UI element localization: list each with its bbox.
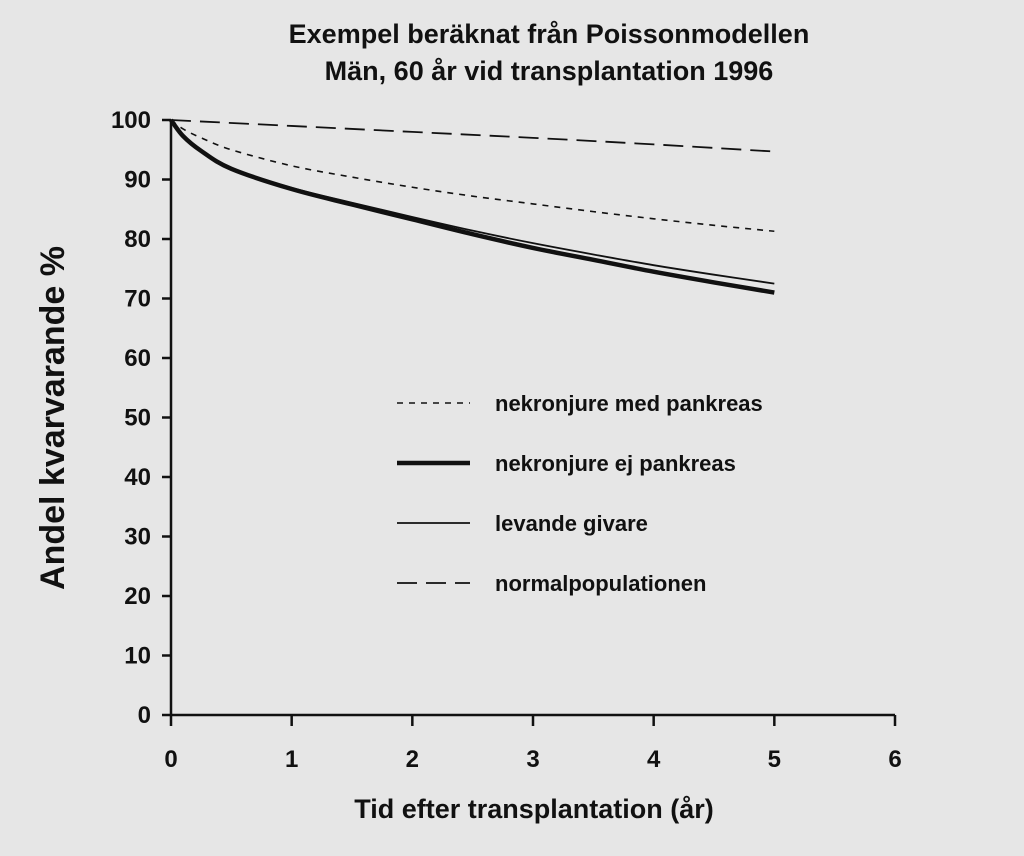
legend-label: nekronjure ej pankreas [495, 451, 736, 476]
x-tick-label: 6 [888, 746, 901, 773]
x-tick-label: 2 [406, 746, 419, 773]
y-tick-label: 40 [124, 464, 151, 491]
y-tick-label: 50 [124, 405, 151, 432]
y-tick-label: 90 [124, 167, 151, 194]
series-line-thin [170, 119, 775, 285]
legend-label: nekronjure med pankreas [495, 391, 763, 416]
y-tick-label: 80 [124, 226, 151, 253]
series-line-dashed [170, 119, 775, 153]
x-tick-label: 3 [526, 746, 539, 773]
y-tick-label: 0 [138, 702, 151, 729]
x-tick-label: 4 [647, 746, 661, 773]
x-tick-label: 5 [768, 746, 781, 773]
y-axis-title: Andel kvarvarande % [34, 246, 72, 590]
x-axis-title: Tid efter transplantation (år) [354, 794, 714, 824]
x-tick-label: 1 [285, 746, 298, 773]
chart-title: Exempel beräknat från Poissonmodellen [289, 19, 810, 49]
axes: 0 10 20 30 40 50 60 70 80 90 100 0 1 2 3 4 5 6 [111, 107, 902, 773]
legend-label: normalpopulationen [495, 571, 706, 596]
legend: nekronjure med pankreas nekronjure ej pan… [397, 391, 763, 596]
y-tick-label: 70 [124, 286, 151, 313]
chart-subtitle: Män, 60 år vid transplantation 1996 [325, 56, 774, 86]
series-line-thick [169, 118, 775, 295]
y-tick-label: 100 [111, 107, 151, 134]
y-tick-label: 30 [124, 524, 151, 551]
series-line-dotted [170, 119, 775, 233]
y-tick-label: 20 [124, 583, 151, 610]
series-layer [169, 118, 775, 295]
x-tick-label: 0 [164, 746, 177, 773]
y-tick-label: 10 [124, 643, 151, 670]
legend-label: levande givare [495, 511, 648, 536]
y-tick-label: 60 [124, 345, 151, 372]
